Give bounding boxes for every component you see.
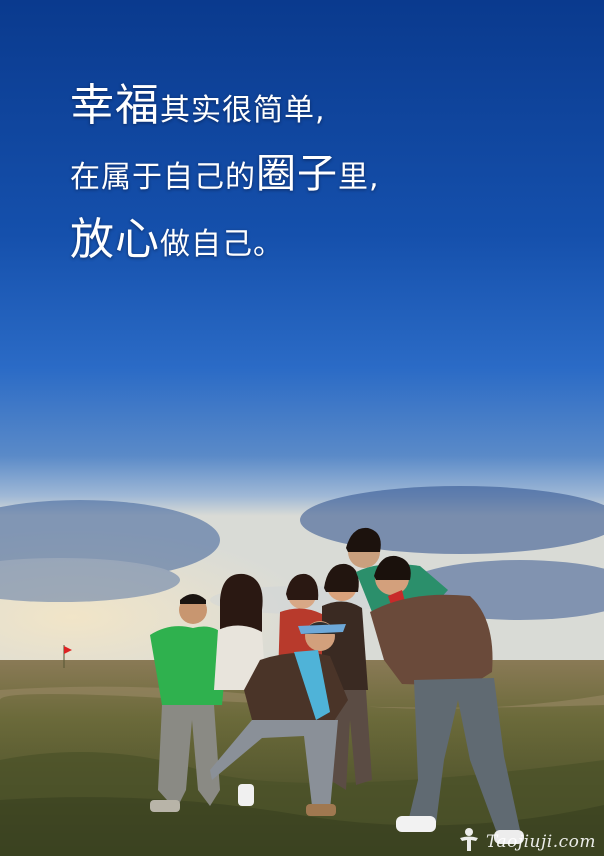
- person-logo-icon: [459, 828, 478, 851]
- person: [370, 555, 524, 844]
- slogan-line-3: 放心做自己。: [70, 218, 380, 262]
- grass: [0, 752, 604, 856]
- slogan-text: 做自己。: [160, 227, 284, 262]
- watermark: Taojiuji.com: [456, 826, 596, 852]
- slogan-text: 在属于自己的: [70, 160, 256, 195]
- slogan: 幸福其实很简单, 在属于自己的圈子里, 放心做自己。: [70, 84, 380, 262]
- slogan-emphasis: 圈子: [256, 151, 338, 197]
- slogan-text: 里,: [338, 160, 380, 195]
- watermark-text: Taojiuji.com: [485, 832, 596, 852]
- group-of-friends: [150, 527, 524, 844]
- person: [150, 594, 228, 812]
- slogan-line-1: 幸福其实很简单,: [70, 84, 380, 128]
- slogan-emphasis: 放心: [70, 214, 160, 265]
- slogan-text: 其实很简单,: [160, 93, 326, 128]
- slogan-emphasis: 幸福: [70, 80, 160, 131]
- person: [210, 621, 348, 816]
- flag-icon: [63, 645, 72, 668]
- slogan-line-2: 在属于自己的圈子里,: [70, 154, 380, 194]
